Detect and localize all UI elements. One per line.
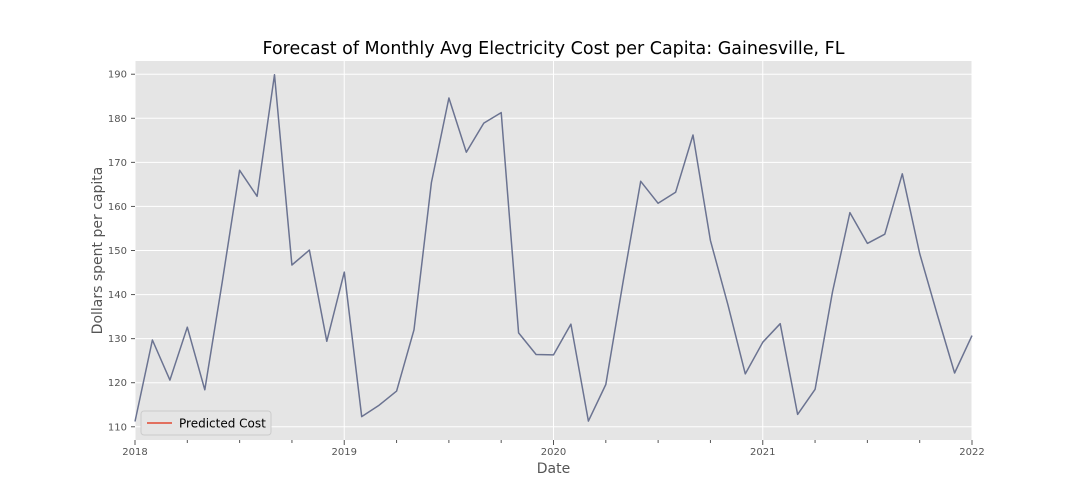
series-lines: [134, 73, 973, 422]
legend-box: [140, 410, 272, 436]
chart-title: Forecast of Monthly Avg Electricity Cost…: [263, 39, 845, 59]
legend-label-predicted-cost: Predicted Cost: [179, 417, 266, 431]
y-tick-label: 190: [108, 70, 127, 81]
x-tick-label: 2021: [750, 447, 775, 458]
y-tick-label: 120: [108, 378, 127, 389]
y-tick-label: 110: [108, 422, 127, 433]
y-tick-label: 140: [108, 290, 127, 301]
y-tick-label: 170: [108, 158, 127, 169]
y-axis-label: Dollars spent per capita: [90, 167, 106, 335]
x-tick-label: 2022: [959, 447, 984, 458]
y-tick-label: 150: [108, 246, 127, 257]
y-tick-label: 180: [108, 114, 127, 125]
x-axis-label: Date: [537, 461, 570, 477]
y-tick-label: 160: [108, 202, 127, 213]
x-tick-label: 2020: [541, 447, 566, 458]
x-tick-label: 2019: [332, 447, 357, 458]
x-tick-label: 2018: [122, 447, 147, 458]
series-line-predicted-cost: [134, 73, 973, 422]
y-axis-ticks: 110 120 130 140 150 160 170 180 190: [108, 70, 135, 433]
grid: [134, 61, 973, 440]
legend: Predicted Cost: [140, 410, 272, 436]
x-axis-ticks: 2018 2019 2020 2021 2022: [122, 440, 985, 458]
y-tick-label: 130: [108, 334, 127, 345]
